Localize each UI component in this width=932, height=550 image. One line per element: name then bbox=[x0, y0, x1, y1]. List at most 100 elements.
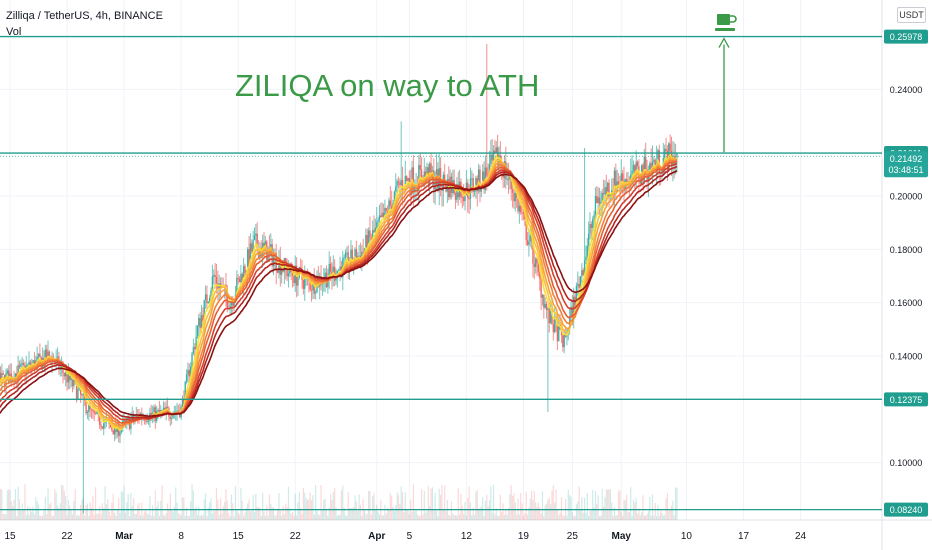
volume-bar bbox=[276, 509, 279, 520]
volume-bar bbox=[658, 515, 660, 520]
candle-body bbox=[36, 356, 38, 361]
candle-body bbox=[29, 361, 32, 367]
candle-body bbox=[597, 197, 599, 204]
candle-body bbox=[350, 249, 352, 265]
volume-bar bbox=[372, 496, 374, 520]
volume-bar bbox=[77, 514, 79, 520]
candle-body bbox=[376, 222, 378, 228]
volume-bar bbox=[282, 505, 284, 520]
volume-bar bbox=[400, 486, 402, 520]
volume-bar bbox=[490, 486, 492, 520]
candle-body bbox=[230, 301, 233, 306]
volume-bar bbox=[448, 514, 450, 520]
volume-bar bbox=[141, 502, 143, 520]
candle-body bbox=[251, 243, 253, 252]
volume-bar bbox=[418, 515, 420, 520]
candle-body bbox=[654, 159, 656, 170]
candle-body bbox=[183, 398, 185, 405]
candle-body bbox=[388, 200, 390, 217]
volume-bar bbox=[143, 511, 146, 520]
candle-body bbox=[665, 148, 667, 151]
volume-bar bbox=[339, 514, 341, 520]
candle-body bbox=[606, 182, 609, 196]
volume-bar bbox=[97, 513, 99, 520]
candle-body bbox=[615, 170, 617, 192]
volume-bar bbox=[84, 515, 86, 520]
candle-body bbox=[211, 276, 214, 291]
candle-body bbox=[593, 214, 595, 220]
volume-bar bbox=[662, 515, 664, 520]
volume-bar bbox=[290, 514, 292, 520]
volume-bar bbox=[507, 508, 510, 520]
volume-bar bbox=[40, 515, 42, 520]
volume-bar bbox=[567, 489, 569, 520]
candle-body bbox=[544, 303, 546, 308]
volume-bar bbox=[37, 504, 40, 520]
candle-body bbox=[240, 273, 242, 283]
currency-button[interactable]: USDT bbox=[897, 7, 926, 23]
candle-body bbox=[404, 176, 406, 191]
volume-bar bbox=[342, 485, 344, 520]
volume-bar bbox=[491, 512, 493, 520]
volume-bar bbox=[166, 503, 169, 520]
candle-body bbox=[385, 207, 387, 211]
candle-body bbox=[244, 265, 246, 273]
candle-body bbox=[207, 302, 210, 304]
volume-bar bbox=[165, 512, 167, 520]
volume-bar bbox=[73, 501, 75, 520]
candle-body bbox=[669, 143, 671, 152]
volume-bar bbox=[482, 497, 484, 520]
volume-bar bbox=[464, 501, 466, 520]
candle-body bbox=[601, 192, 603, 202]
candle-body bbox=[22, 363, 25, 366]
volume-bar bbox=[498, 515, 500, 520]
candle-body bbox=[517, 197, 519, 212]
volume-bar bbox=[300, 507, 302, 520]
volume-bar bbox=[338, 514, 340, 520]
candle-body bbox=[371, 230, 374, 241]
volume-bar bbox=[672, 500, 674, 520]
volume-bar bbox=[674, 487, 677, 520]
volume-bar bbox=[551, 490, 553, 520]
volume-bar bbox=[573, 515, 575, 520]
candle-body bbox=[60, 366, 63, 368]
candle-body bbox=[412, 167, 415, 192]
candle-body bbox=[39, 353, 41, 358]
volume-bar bbox=[545, 503, 548, 520]
arrow-head bbox=[718, 37, 730, 48]
volume-bar bbox=[264, 515, 266, 520]
volume-bar bbox=[596, 503, 598, 520]
volume-bar bbox=[484, 500, 487, 520]
candle-body bbox=[405, 176, 408, 182]
volume-bar bbox=[657, 505, 659, 520]
ema-ribbon-line bbox=[0, 159, 678, 427]
volume-bar bbox=[604, 497, 606, 520]
candle-body bbox=[314, 292, 317, 294]
candle-body bbox=[194, 347, 196, 350]
candle-body bbox=[237, 277, 239, 279]
volume-bar bbox=[171, 510, 173, 520]
ema-ribbon-line bbox=[0, 162, 678, 422]
volume-bar bbox=[395, 505, 397, 520]
volume-bar bbox=[238, 514, 241, 520]
volume-bar bbox=[66, 515, 68, 520]
volume-bar bbox=[272, 507, 275, 520]
volume-bar bbox=[628, 511, 630, 520]
volume-bar bbox=[108, 511, 110, 520]
volume-bar bbox=[661, 513, 663, 520]
volume-bar bbox=[520, 493, 522, 520]
candle-body bbox=[286, 266, 288, 277]
candle-body bbox=[621, 173, 624, 182]
volume-bar bbox=[581, 496, 583, 520]
volume-bar bbox=[275, 514, 277, 520]
candle-body bbox=[605, 187, 608, 196]
candle-body bbox=[400, 180, 402, 186]
candle-body bbox=[473, 191, 476, 193]
candle-body bbox=[198, 318, 200, 327]
volume-bar bbox=[639, 515, 641, 520]
price-axis-tick-label: 0.14000 bbox=[890, 352, 923, 362]
volume-bar bbox=[138, 503, 140, 520]
volume-bar bbox=[406, 510, 408, 520]
